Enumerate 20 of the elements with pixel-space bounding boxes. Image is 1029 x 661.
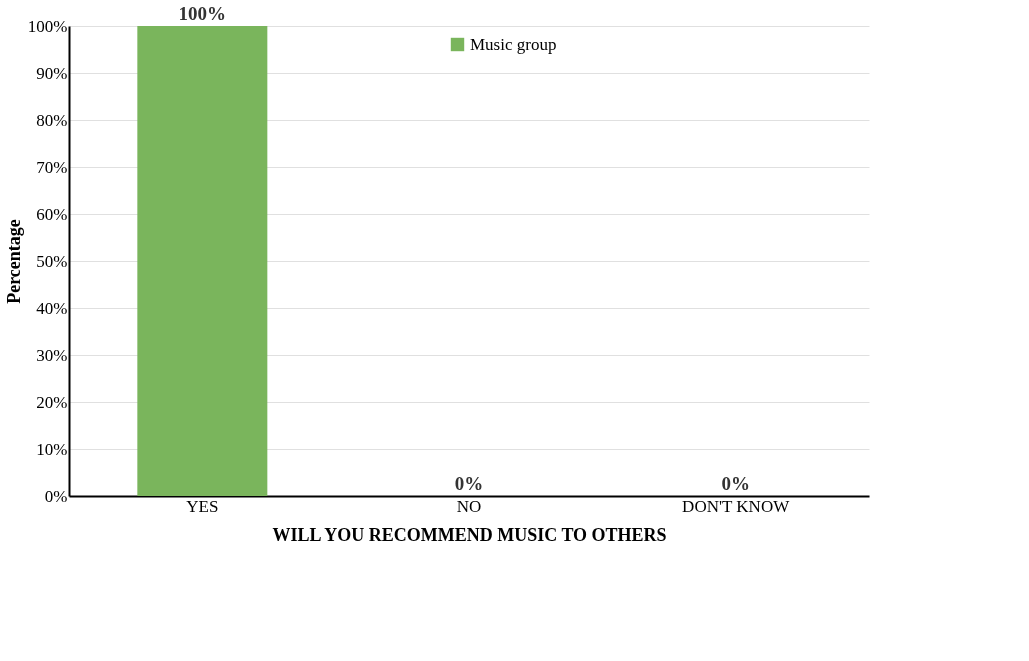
y-tick-label: 70%: [36, 157, 68, 177]
x-tick-label: YES: [186, 496, 219, 516]
y-tick-label: 60%: [36, 204, 68, 224]
data-label: 0%: [454, 473, 484, 494]
data-label: 0%: [721, 473, 750, 494]
x-axis-title: WILL YOU RECOMMEND MUSIC TO OTHERS: [272, 524, 667, 545]
x-tick-label: NO: [456, 496, 482, 516]
x-tick-label: DON'T KNOW: [682, 496, 791, 516]
y-tick-label: 0%: [44, 486, 68, 506]
y-tick-label: 80%: [36, 110, 68, 130]
y-tick-label: 20%: [36, 392, 68, 412]
y-tick-label: 30%: [36, 345, 68, 365]
data-label: 100%: [178, 3, 227, 24]
y-tick-label: 40%: [36, 298, 68, 318]
legend-label: Music group: [470, 34, 557, 54]
y-tick-label: 50%: [36, 251, 68, 271]
y-tick-label: 100%: [27, 16, 68, 36]
y-tick-label: 90%: [36, 63, 68, 83]
y-tick-label: 10%: [36, 439, 68, 459]
y-axis-title: Percentage: [3, 219, 24, 304]
